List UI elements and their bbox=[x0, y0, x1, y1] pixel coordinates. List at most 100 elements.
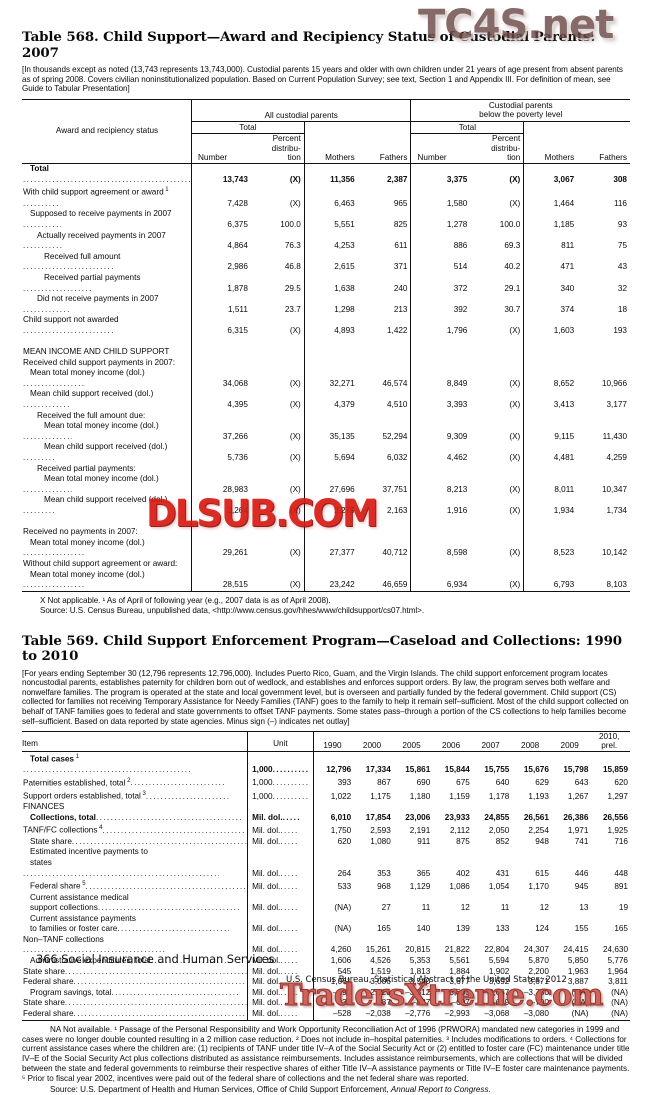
data-cell: 3,006 bbox=[370, 977, 391, 987]
data-cell bbox=[251, 358, 304, 369]
table-568-subgroup-total-1: Total bbox=[191, 121, 305, 135]
data-cell: 690 bbox=[416, 778, 431, 788]
data-cell: 1,638 bbox=[303, 272, 358, 295]
leader-dots: ........................................… bbox=[73, 977, 247, 987]
data-cell: 2,191 bbox=[409, 826, 431, 836]
data-cell bbox=[393, 847, 433, 858]
data-cell: 431 bbox=[495, 868, 510, 878]
leader-dots: ............ bbox=[282, 812, 301, 822]
unit-cell: 1,000............ bbox=[247, 788, 314, 803]
data-cell: 611 bbox=[394, 241, 408, 251]
data-cell: –3,687 bbox=[484, 987, 510, 997]
data-cell: 29,261 bbox=[190, 537, 251, 559]
leader-dots: ........................................… bbox=[23, 506, 55, 515]
leader-dots: ........................................… bbox=[130, 778, 226, 788]
table-568-col-percent-2: Percent distribu-tion bbox=[491, 134, 521, 162]
leader-dots: ............ bbox=[280, 945, 299, 955]
data-cell: 18 bbox=[617, 304, 627, 314]
table-568-footnote: X Not applicable. ¹ As of April of follo… bbox=[40, 595, 425, 615]
data-cell: –87 bbox=[377, 998, 391, 1008]
data-cell: 5,353 bbox=[409, 956, 431, 966]
table-569-year-2007: 2007 bbox=[471, 731, 512, 752]
empty-cell bbox=[432, 802, 472, 813]
data-cell: 392 bbox=[410, 294, 471, 316]
data-cell bbox=[577, 358, 630, 369]
table-568-subgroup-total-2: Total bbox=[410, 121, 524, 135]
data-cell bbox=[523, 527, 578, 538]
unit-cell: Mil. dol............. bbox=[247, 987, 314, 999]
data-cell bbox=[577, 411, 630, 422]
data-cell: 4,462 bbox=[410, 442, 471, 464]
data-cell: (NA) bbox=[611, 987, 628, 997]
table-row: Did not receive payments in 2007........… bbox=[22, 294, 630, 316]
leader-dots: ........................................… bbox=[117, 924, 229, 934]
data-cell: 26,561 bbox=[523, 812, 549, 822]
data-cell: 76.3 bbox=[284, 241, 301, 251]
leader-dots: ............ bbox=[272, 778, 308, 788]
data-cell bbox=[358, 527, 411, 538]
data-cell: 640 bbox=[495, 778, 510, 788]
leader-dots: ........................................… bbox=[23, 241, 63, 251]
leader-dots: ........................................… bbox=[23, 219, 61, 229]
spacer-cell bbox=[410, 516, 471, 528]
leader-dots: ........................................… bbox=[97, 903, 239, 913]
data-cell bbox=[190, 558, 251, 570]
leader-dots: ............ bbox=[280, 924, 299, 934]
data-cell: 393 bbox=[312, 775, 354, 789]
row-label: Federal share...........................… bbox=[22, 1009, 248, 1021]
spacer-cell bbox=[410, 336, 471, 348]
leader-dots: ........................................… bbox=[23, 174, 191, 184]
data-cell: 825 bbox=[393, 219, 408, 229]
row-label: Support orders established, total 3.....… bbox=[22, 789, 248, 802]
data-cell: 8,849 bbox=[410, 368, 471, 390]
leader-dots: ........................................… bbox=[23, 868, 219, 878]
data-cell: (X) bbox=[509, 484, 521, 494]
table-row: to families or foster care..............… bbox=[22, 924, 630, 935]
data-cell: 353 bbox=[377, 868, 391, 878]
table-row: Child support not awarded...............… bbox=[22, 315, 630, 337]
table-568-group-all-custodial: All custodial parents bbox=[190, 98, 411, 122]
leader-dots: ........................................… bbox=[23, 484, 72, 494]
data-cell: 10,142 bbox=[601, 548, 627, 558]
data-cell: (NA) bbox=[312, 903, 354, 914]
data-cell: –2,038 bbox=[353, 1009, 393, 1021]
empty-cell bbox=[410, 347, 471, 358]
leader-dots: ............ bbox=[280, 881, 299, 891]
spacer-cell bbox=[523, 516, 578, 528]
data-cell bbox=[470, 358, 523, 369]
table-row: Received partial payments...............… bbox=[22, 272, 630, 295]
data-cell: (X) bbox=[509, 453, 521, 463]
data-cell: 6,463 bbox=[303, 185, 358, 210]
spacer-cell bbox=[470, 337, 523, 348]
leader-dots: ........................................… bbox=[23, 400, 69, 410]
data-cell: 968 bbox=[377, 881, 391, 891]
data-cell: 4,259 bbox=[606, 453, 628, 463]
data-cell: (X) bbox=[509, 431, 521, 441]
data-cell: 911 bbox=[417, 836, 431, 846]
data-cell bbox=[312, 913, 354, 925]
data-cell: 6,934 bbox=[410, 569, 471, 592]
data-cell: 4,379 bbox=[303, 389, 358, 411]
data-cell: 15,755 bbox=[484, 765, 510, 775]
table-569-year-2008: 2008 bbox=[511, 731, 551, 752]
data-cell: 1,086 bbox=[449, 881, 470, 891]
unit-cell: Mil. dol............. bbox=[247, 998, 314, 1010]
table-row: support collections.....................… bbox=[22, 903, 630, 914]
data-cell: 1,603 bbox=[523, 315, 578, 337]
data-cell: 1,267 bbox=[567, 791, 589, 801]
data-cell: 8,652 bbox=[523, 368, 578, 390]
data-cell: 116 bbox=[613, 198, 627, 208]
data-cell: 2,986 bbox=[190, 251, 251, 273]
spacer-cell bbox=[22, 517, 192, 528]
table-569-year-1990: 1990 bbox=[312, 731, 354, 752]
data-cell bbox=[358, 411, 411, 422]
table-568-col-fathers-1: Fathers bbox=[379, 152, 408, 162]
unit-cell: Mil. dol............. bbox=[247, 977, 314, 988]
data-cell: 2,279 bbox=[303, 495, 358, 517]
table-569-year-2010: 2010, prel. bbox=[590, 731, 630, 752]
table-row: TANF/FC collections 4...................… bbox=[22, 823, 630, 837]
data-cell: 6,375 bbox=[190, 209, 251, 231]
table-row: Estimated incentive payments to bbox=[22, 847, 630, 858]
row-label: Administrative expenditures, total......… bbox=[30, 956, 229, 966]
document-page: Table 568. Child Support—Award and Recip… bbox=[22, 29, 630, 1094]
